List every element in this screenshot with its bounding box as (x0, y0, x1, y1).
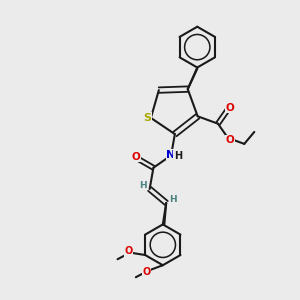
Text: H: H (174, 151, 182, 161)
Text: H: H (169, 195, 177, 204)
Text: N: N (167, 150, 176, 160)
Text: O: O (226, 103, 235, 112)
Text: O: O (226, 135, 234, 145)
Text: O: O (132, 152, 141, 162)
Text: S: S (143, 113, 151, 123)
Text: O: O (142, 267, 151, 277)
Text: O: O (124, 246, 133, 256)
Text: H: H (139, 181, 147, 190)
